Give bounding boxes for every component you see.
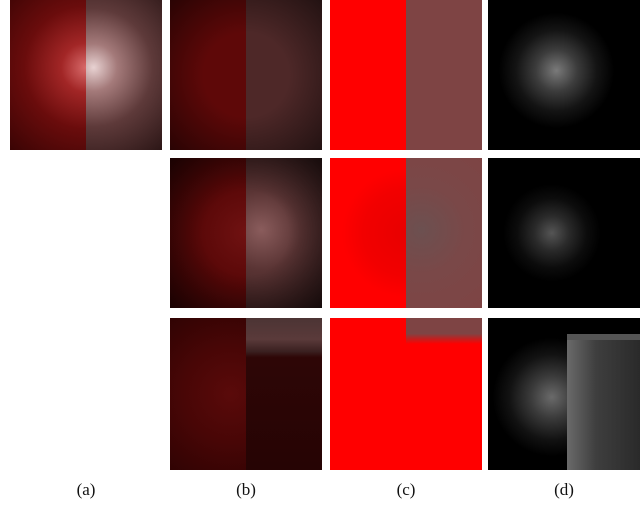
image-panel [170,0,322,150]
panel-label: (c) [376,480,436,500]
image-panel [330,0,482,150]
image-panel [330,318,482,470]
panel-label: (d) [534,480,594,500]
image-panel [330,158,482,308]
figure: (a) (b) (c) (d) [0,0,642,507]
image-panel [170,158,322,308]
image-panel [488,318,640,470]
image-panel [10,0,162,150]
panel-label: (a) [56,480,116,500]
image-panel [488,158,640,308]
image-panel [488,0,640,150]
image-panel [170,318,322,470]
panel-label: (b) [216,480,276,500]
